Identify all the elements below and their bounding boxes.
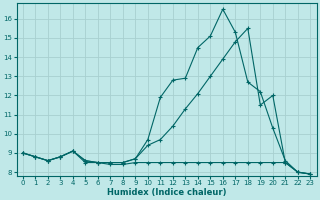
X-axis label: Humidex (Indice chaleur): Humidex (Indice chaleur) [107,188,226,197]
